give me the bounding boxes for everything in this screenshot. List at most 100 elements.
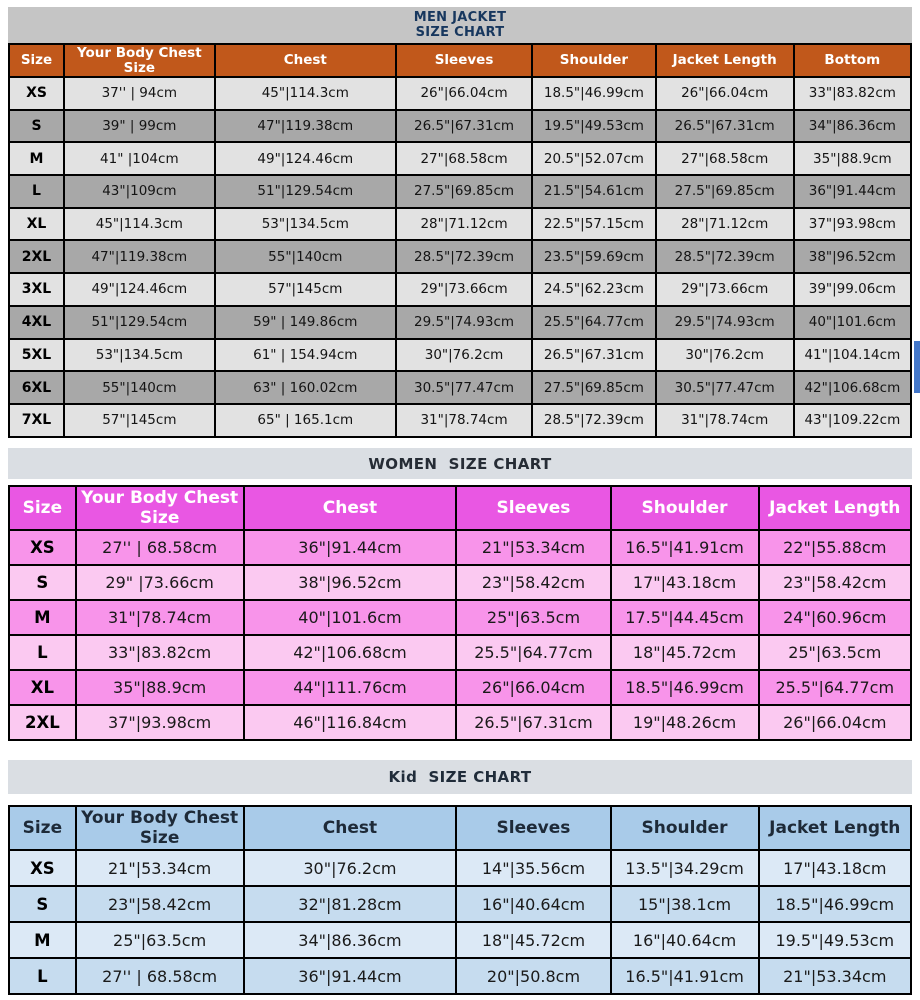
table-row: M 25"|63.5cm 34"|86.36cm 18"|45.72cm 16"|40.… (8, 921, 913, 959)
measurement-cell: 53"|134.5cm (63, 337, 216, 373)
measurement-cell: 21.5"|54.61cm (531, 174, 657, 209)
measurement-cell: 49"|124.46cm (213, 141, 397, 177)
measurement-cell: 41" |104cm (63, 141, 216, 177)
measurement-cell: 39" | 99cm (63, 108, 216, 144)
measurement-cell: 16.5"|41.91cm (609, 957, 760, 995)
measurement-cell: 45"|114.3cm (213, 76, 397, 111)
measurement-cell: 25"|63.5cm (74, 921, 245, 959)
size-cell: S (8, 885, 77, 923)
size-cell: XS (7, 76, 66, 111)
size-cell: M (7, 141, 66, 177)
table-row: 5XL 53"|134.5cm 61" | 154.94cm 30"|76.2cm 26… (7, 337, 913, 373)
measurement-cell: 36"|91.44cm (242, 957, 458, 995)
measurement-cell: 19"|48.26cm (609, 704, 760, 741)
measurement-cell: 13.5"|34.29cm (609, 849, 760, 887)
measurement-cell: 63" | 160.02cm (213, 370, 397, 405)
measurement-cell: 23"|58.42cm (757, 564, 913, 601)
column-header: Shoulder (609, 485, 760, 531)
size-cell: L (8, 957, 77, 995)
measurement-cell: 22.5"|57.15cm (531, 206, 657, 242)
measurement-cell: 24.5"|62.23cm (531, 272, 657, 307)
measurement-cell: 33"|83.82cm (792, 76, 913, 111)
measurement-cell: 29" |73.66cm (74, 564, 245, 601)
column-header: Size (7, 43, 66, 78)
size-cell: 7XL (7, 402, 66, 438)
measurement-cell: 27.5"|69.85cm (654, 174, 795, 209)
measurement-cell: 40"|101.6cm (792, 304, 913, 340)
measurement-cell: 25.5"|64.77cm (757, 669, 913, 706)
size-cell: M (8, 599, 77, 636)
measurement-cell: 33"|83.82cm (74, 634, 245, 671)
measurement-cell: 28.5"|72.39cm (654, 239, 795, 275)
measurement-cell: 35"|88.9cm (74, 669, 245, 706)
measurement-cell: 55"|140cm (63, 370, 216, 405)
column-header: Size (8, 805, 77, 851)
measurement-cell: 17"|43.18cm (609, 564, 760, 601)
table-row: L 27'' | 68.58cm 36"|91.44cm 20"|50.8cm 16.5… (8, 957, 913, 995)
measurement-cell: 57"|145cm (63, 402, 216, 438)
measurement-cell: 27.5"|69.85cm (394, 174, 534, 209)
measurement-cell: 26"|66.04cm (654, 76, 795, 111)
measurement-cell: 18.5"|46.99cm (531, 76, 657, 111)
table-row: XS 37'' | 94cm 45"|114.3cm 26"|66.04cm 18.5"… (7, 76, 913, 111)
table-row: S 23"|58.42cm 32"|81.28cm 16"|40.64cm 15"|38… (8, 885, 913, 923)
measurement-cell: 27.5"|69.85cm (531, 370, 657, 405)
column-header: Your Body Chest Size (74, 805, 245, 851)
measurement-cell: 19.5"|49.53cm (757, 921, 913, 959)
column-header: Chest (242, 485, 458, 531)
measurement-cell: 22"|55.88cm (757, 529, 913, 566)
measurement-cell: 21"|53.34cm (455, 529, 612, 566)
measurement-cell: 39"|99.06cm (792, 272, 913, 307)
size-cell: S (7, 108, 66, 144)
measurement-cell: 21"|53.34cm (757, 957, 913, 995)
table-row: 4XL 51"|129.54cm 59" | 149.86cm 29.5"|74.93… (7, 304, 913, 340)
size-cell: L (8, 634, 77, 671)
measurement-cell: 28.5"|72.39cm (394, 239, 534, 275)
measurement-cell: 18"|45.72cm (455, 921, 612, 959)
measurement-cell: 46"|116.84cm (242, 704, 458, 741)
measurement-cell: 37"|93.98cm (74, 704, 245, 741)
table-row: M 41" |104cm 49"|124.46cm 27"|68.58cm 20.5"|… (7, 141, 913, 177)
women-chart-title: WOMEN SIZE CHART (8, 448, 912, 479)
measurement-cell: 26"|66.04cm (455, 669, 612, 706)
men-size-table: Size Your Body Chest Size Chest Sleeves Shou… (7, 43, 913, 438)
measurement-cell: 19.5"|49.53cm (531, 108, 657, 144)
measurement-cell: 51"|129.54cm (213, 174, 397, 209)
measurement-cell: 17.5"|44.45cm (609, 599, 760, 636)
measurement-cell: 20.5"|52.07cm (531, 141, 657, 177)
measurement-cell: 29"|73.66cm (654, 272, 795, 307)
size-cell: S (8, 564, 77, 601)
column-header: Size (8, 485, 77, 531)
table-row: XL 45"|114.3cm 53"|134.5cm 28"|71.12cm 22.5"… (7, 206, 913, 242)
measurement-cell: 31"|78.74cm (654, 402, 795, 438)
measurement-cell: 44"|111.76cm (242, 669, 458, 706)
measurement-cell: 16.5"|41.91cm (609, 529, 760, 566)
measurement-cell: 26"|66.04cm (394, 76, 534, 111)
measurement-cell: 16"|40.64cm (455, 885, 612, 923)
measurement-cell: 36"|91.44cm (242, 529, 458, 566)
measurement-cell: 24"|60.96cm (757, 599, 913, 636)
measurement-cell: 27'' | 68.58cm (74, 529, 245, 566)
size-cell: XS (8, 529, 77, 566)
table-row: 3XL 49"|124.46cm 57"|145cm 29"|73.66cm 24.5"… (7, 272, 913, 307)
measurement-cell: 29"|73.66cm (394, 272, 534, 307)
measurement-cell: 26.5"|67.31cm (394, 108, 534, 144)
measurement-cell: 47"|119.38cm (63, 239, 216, 275)
measurement-cell: 18.5"|46.99cm (757, 885, 913, 923)
measurement-cell: 25.5"|64.77cm (455, 634, 612, 671)
measurement-cell: 28"|71.12cm (394, 206, 534, 242)
table-row: XS 27'' | 68.58cm 36"|91.44cm 21"|53.34cm 16… (8, 529, 913, 566)
size-cell: 2XL (7, 239, 66, 275)
size-cell: XL (7, 206, 66, 242)
table-row: 7XL 57"|145cm 65" | 165.1cm 31"|78.74cm 28.5… (7, 402, 913, 438)
measurement-cell: 25"|63.5cm (455, 599, 612, 636)
kid-chart-title-text: Kid SIZE CHART (388, 768, 532, 786)
measurement-cell: 59" | 149.86cm (213, 304, 397, 340)
size-cell: 3XL (7, 272, 66, 307)
column-header: Your Body Chest Size (74, 485, 245, 531)
table-row: M 31"|78.74cm 40"|101.6cm 25"|63.5cm 17.5"|4… (8, 599, 913, 636)
measurement-cell: 61" | 154.94cm (213, 337, 397, 373)
measurement-cell: 17"|43.18cm (757, 849, 913, 887)
table-row: S 39" | 99cm 47"|119.38cm 26.5"|67.31cm 19.5… (7, 108, 913, 144)
